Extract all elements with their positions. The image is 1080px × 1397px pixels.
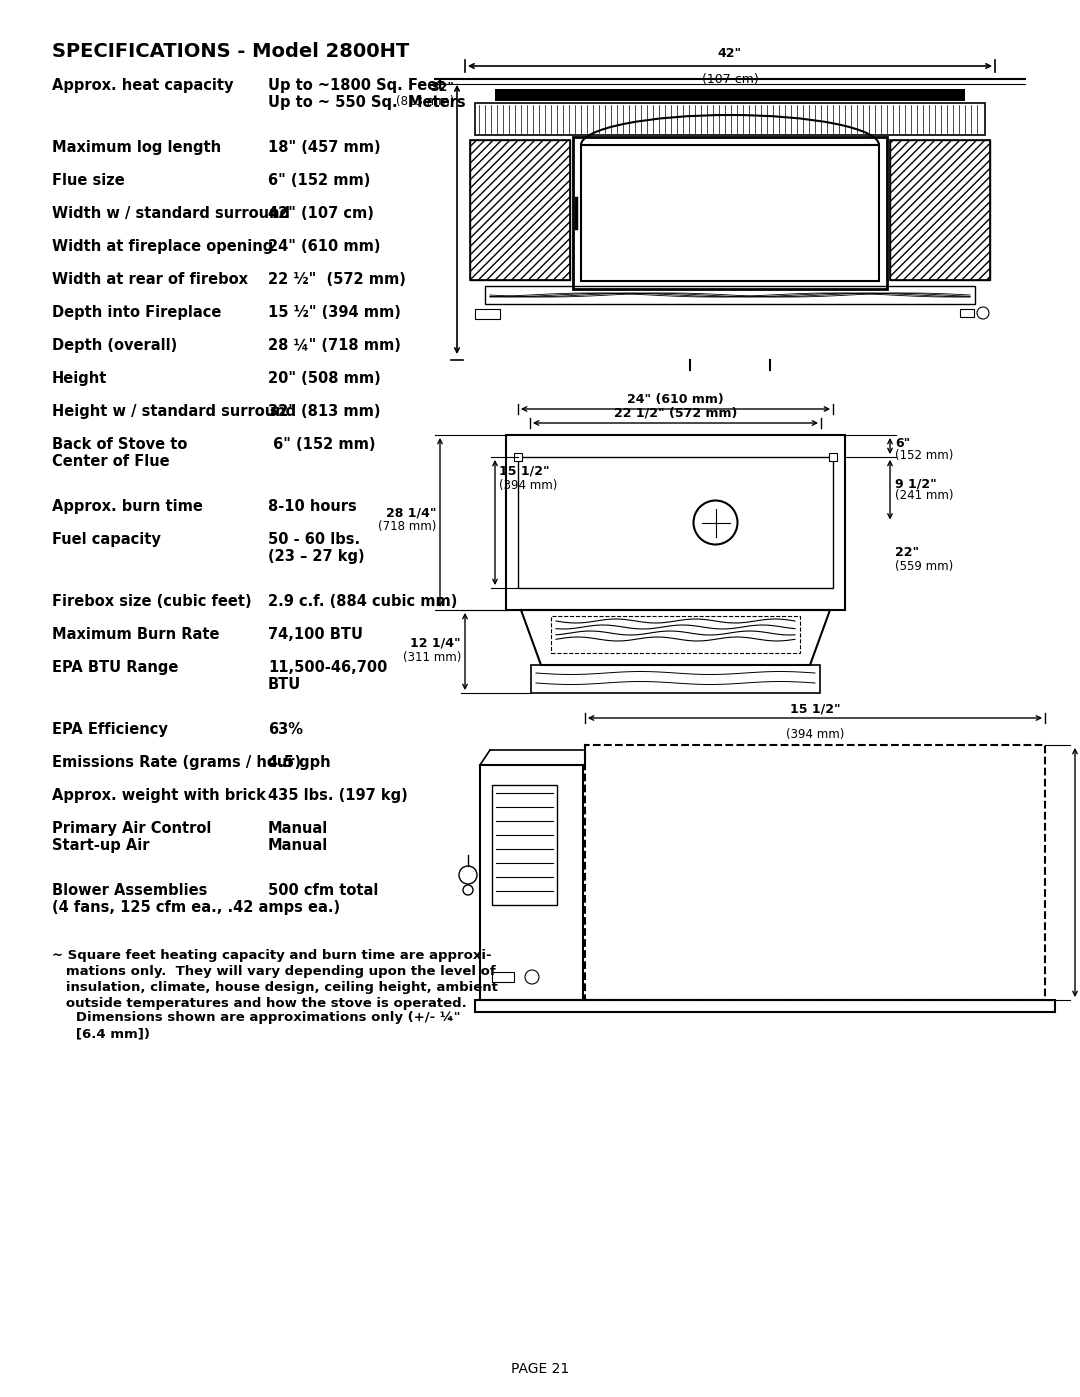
Text: (152 mm): (152 mm) [895, 448, 954, 462]
Text: Flue size: Flue size [52, 173, 125, 189]
Text: 18" (457 mm): 18" (457 mm) [268, 140, 380, 155]
Bar [960, 309, 974, 317]
Bar [829, 453, 837, 461]
Text: Width at fireplace opening: Width at fireplace opening [52, 239, 273, 254]
Text: 32": 32" [430, 81, 454, 94]
Text: 32" (813 mm): 32" (813 mm) [268, 404, 380, 419]
Text: 2.9 c.f. (884 cubic mm): 2.9 c.f. (884 cubic mm) [268, 594, 457, 609]
Text: (394 mm): (394 mm) [499, 479, 557, 492]
Text: Height: Height [52, 372, 107, 386]
Bar [480, 766, 583, 1000]
Text: Height w / standard surround: Height w / standard surround [52, 404, 296, 419]
Text: (718 mm): (718 mm) [378, 520, 436, 534]
Text: (559 mm): (559 mm) [895, 560, 954, 573]
Text: PAGE 21: PAGE 21 [511, 1362, 569, 1376]
Bar [514, 453, 522, 461]
Text: 42": 42" [718, 47, 742, 60]
Text: Approx. heat capacity: Approx. heat capacity [52, 78, 233, 94]
Text: 22 1/2" (572 mm): 22 1/2" (572 mm) [613, 407, 738, 420]
Text: Back of Stove to
Center of Flue: Back of Stove to Center of Flue [52, 437, 187, 469]
Bar [890, 140, 990, 279]
Text: Emissions Rate (grams / hour): Emissions Rate (grams / hour) [52, 754, 301, 770]
Text: 28 ¼" (718 mm): 28 ¼" (718 mm) [268, 338, 401, 353]
Text: (813 mm): (813 mm) [395, 95, 454, 108]
Bar [492, 972, 514, 982]
Bar [551, 616, 800, 652]
Bar [518, 457, 833, 588]
Bar [492, 785, 557, 905]
Bar [470, 140, 570, 279]
Text: 50 - 60 lbs.
(23 – 27 kg): 50 - 60 lbs. (23 – 27 kg) [268, 532, 365, 564]
Text: Blower Assemblies
(4 fans, 125 cfm ea., .42 amps ea.): Blower Assemblies (4 fans, 125 cfm ea., … [52, 883, 340, 915]
Text: 15 ½" (394 mm): 15 ½" (394 mm) [268, 305, 401, 320]
Text: 42" (107 cm): 42" (107 cm) [268, 205, 374, 221]
Text: Approx. weight with brick: Approx. weight with brick [52, 788, 266, 803]
Text: 20" (508 mm): 20" (508 mm) [268, 372, 381, 386]
Text: (241 mm): (241 mm) [895, 489, 954, 503]
Text: (107 cm): (107 cm) [702, 73, 758, 87]
Bar [475, 1000, 1055, 1011]
Text: Dimensions shown are approximations only (+/- ¼"
   [6.4 mm]): Dimensions shown are approximations only… [62, 1011, 460, 1039]
Bar [890, 140, 990, 279]
Text: 74,100 BTU: 74,100 BTU [268, 627, 363, 643]
Text: 15 1/2": 15 1/2" [789, 703, 840, 715]
Text: 9 1/2": 9 1/2" [895, 478, 936, 490]
Bar [475, 103, 985, 136]
Text: (311 mm): (311 mm) [403, 651, 461, 664]
Text: Primary Air Control
Start-up Air: Primary Air Control Start-up Air [52, 821, 212, 854]
Text: Depth (overall): Depth (overall) [52, 338, 177, 353]
Bar [531, 665, 820, 693]
Text: (394 mm): (394 mm) [786, 728, 845, 740]
Bar [573, 137, 887, 289]
Text: 6": 6" [895, 437, 910, 450]
Text: 63%: 63% [268, 722, 303, 738]
Text: Fuel capacity: Fuel capacity [52, 532, 161, 548]
Text: 4.5 gph: 4.5 gph [268, 754, 330, 770]
Text: 24" (610 mm): 24" (610 mm) [268, 239, 380, 254]
Text: 6" (152 mm): 6" (152 mm) [268, 437, 376, 453]
Text: Approx. burn time: Approx. burn time [52, 499, 203, 514]
Text: 435 lbs. (197 kg): 435 lbs. (197 kg) [268, 788, 408, 803]
Bar [475, 309, 500, 319]
Text: SPECIFICATIONS - Model 2800HT: SPECIFICATIONS - Model 2800HT [52, 42, 409, 61]
Bar [581, 145, 879, 281]
Text: Maximum Burn Rate: Maximum Burn Rate [52, 627, 219, 643]
Bar [495, 89, 966, 101]
Text: Maximum log length: Maximum log length [52, 140, 221, 155]
Text: Firebox size (cubic feet): Firebox size (cubic feet) [52, 594, 252, 609]
Text: Up to ~1800 Sq. Feet
Up to ~ 550 Sq.  Meters: Up to ~1800 Sq. Feet Up to ~ 550 Sq. Met… [268, 78, 465, 110]
Text: 12 1/4": 12 1/4" [410, 637, 461, 650]
Text: 28 1/4": 28 1/4" [386, 506, 436, 520]
Text: EPA BTU Range: EPA BTU Range [52, 659, 178, 675]
Text: 22 ½"  (572 mm): 22 ½" (572 mm) [268, 272, 406, 286]
Text: 500 cfm total: 500 cfm total [268, 883, 378, 898]
Text: 11,500-46,700
BTU: 11,500-46,700 BTU [268, 659, 388, 693]
Text: ~ Square feet heating capacity and burn time are approxi-
   mations only.  They: ~ Square feet heating capacity and burn … [52, 949, 498, 1010]
Text: 22": 22" [895, 546, 919, 559]
Text: Width at rear of firebox: Width at rear of firebox [52, 272, 248, 286]
Text: 24" (610 mm): 24" (610 mm) [627, 393, 724, 407]
Text: Depth into Fireplace: Depth into Fireplace [52, 305, 221, 320]
Text: Width w / standard surround: Width w / standard surround [52, 205, 291, 221]
Text: 6" (152 mm): 6" (152 mm) [268, 173, 370, 189]
Bar [585, 745, 1045, 1000]
Bar [470, 140, 570, 279]
Text: 8-10 hours: 8-10 hours [268, 499, 356, 514]
Bar [507, 434, 845, 610]
Text: Manual
Manual: Manual Manual [268, 821, 328, 854]
Bar [485, 286, 975, 305]
Text: 15 1/2": 15 1/2" [499, 465, 550, 478]
Text: EPA Efficiency: EPA Efficiency [52, 722, 167, 738]
